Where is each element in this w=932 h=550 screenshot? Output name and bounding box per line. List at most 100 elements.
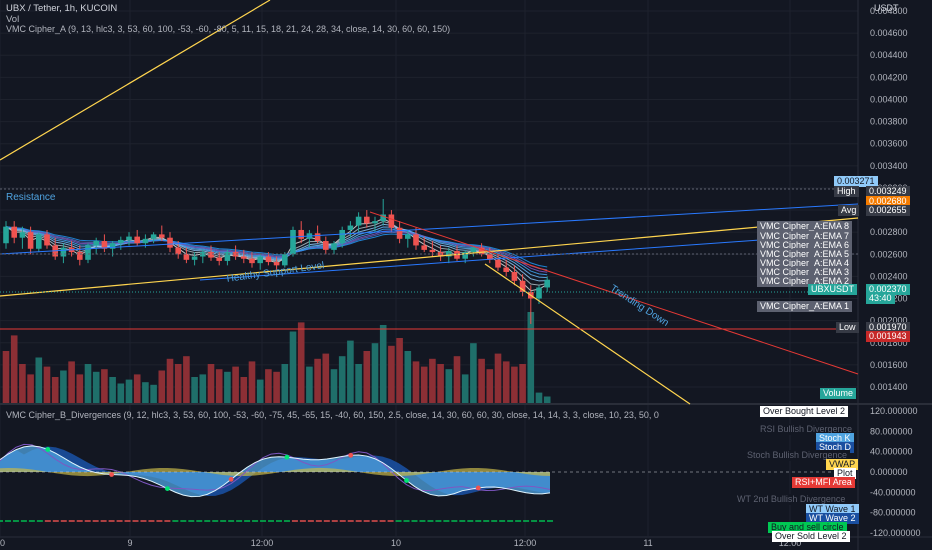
tag-volume: Volume — [820, 388, 857, 399]
chart-title: UBX / Tether, 1h, KUCOIN — [6, 3, 118, 14]
volume-bar — [379, 325, 387, 403]
tag-high: 0.003249 — [866, 186, 910, 197]
tag-wt2-bull: WT 2nd Bullish Divergence — [734, 494, 849, 505]
price-tick-label: 0.001400 — [870, 382, 908, 392]
signal-strip-segment — [4, 520, 11, 522]
signal-strip-segment — [491, 520, 498, 522]
tag-red-price: 0.001943 — [866, 331, 910, 342]
signal-strip-segment — [156, 520, 163, 522]
signal-strip-segment — [547, 520, 553, 522]
signal-strip-segment — [307, 520, 314, 522]
indicator-b-legend: VMC Cipher_B_Divergences (9, 12, hlc3, 3… — [6, 410, 659, 420]
blue-line-1 — [0, 203, 859, 255]
candle-body — [216, 257, 222, 261]
tag-ema3: VMC Cipher_A:EMA 3 — [757, 267, 853, 278]
price-tick-label: 0.004600 — [870, 28, 908, 38]
signal-strip-segment — [52, 520, 59, 522]
price-tick-label: 0.002400 — [870, 271, 908, 281]
candle-body — [93, 241, 99, 246]
volume-bar — [535, 392, 543, 403]
signal-strip-segment — [252, 520, 259, 522]
volume-bar — [68, 361, 75, 403]
volume-bar — [133, 374, 141, 403]
volume-bar — [347, 340, 354, 403]
candle-body — [405, 234, 411, 239]
signal-strip-segment — [244, 520, 251, 522]
price-tick-label: 0.002000 — [870, 316, 908, 326]
candle-body — [109, 243, 116, 249]
volume-bar — [363, 351, 371, 403]
signal-strip-segment — [499, 520, 506, 522]
indicator-a-legend: VMC Cipher_A (9, 13, hlc3, 3, 53, 60, 10… — [6, 24, 451, 34]
candle-body — [511, 271, 518, 281]
candle-body — [200, 252, 206, 257]
candle-body — [44, 234, 50, 246]
tag-wt1: WT Wave 1 — [806, 504, 859, 515]
candle-body — [27, 232, 34, 249]
tag-rsi-mfi: RSI+MFI Area — [792, 477, 855, 488]
price-tick-label: 0.004400 — [870, 50, 908, 60]
volume-bar — [117, 383, 125, 403]
osc-tick-label: 120.000000 — [870, 406, 918, 416]
volume-bar — [215, 369, 223, 403]
tag-ema7: VMC Cipher_A:EMA 7 — [757, 231, 853, 242]
signal-strip-segment — [283, 520, 290, 522]
volume-bar — [183, 356, 190, 403]
candle-body — [478, 247, 485, 255]
signal-strip-segment — [164, 520, 171, 522]
yellow-trendline-upper — [0, 0, 271, 161]
wt-cross-dot — [475, 485, 481, 491]
price-tick-label: 0.004200 — [870, 72, 908, 82]
signal-strip-segment — [355, 520, 362, 522]
osc-tick-label: 0.000000 — [870, 467, 908, 477]
volume-bar — [330, 369, 338, 403]
volume-bar — [519, 364, 526, 403]
candle-body — [60, 247, 67, 257]
price-tick-label: 0.003600 — [870, 139, 908, 149]
signal-strip-segment — [515, 520, 522, 522]
volume-bar — [420, 366, 428, 403]
volume-legend: Vol — [6, 14, 20, 25]
signal-strip-segment — [291, 520, 298, 522]
signal-strip-segment — [116, 520, 123, 522]
volume-bar — [125, 379, 133, 403]
candle-body — [331, 243, 337, 250]
volume-bar — [207, 364, 215, 403]
candle-body — [536, 287, 542, 299]
candle-body — [388, 214, 395, 228]
volume-bar — [453, 356, 461, 403]
candle-body — [208, 252, 214, 258]
price-tick-label: 0.001600 — [870, 360, 908, 370]
volume-bar — [486, 369, 494, 403]
candle-body — [290, 229, 296, 255]
signal-strip-segment — [180, 520, 187, 522]
yellow-trendline-support — [0, 217, 859, 297]
currency-label: USDT — [874, 3, 899, 13]
signal-strip-segment — [148, 520, 155, 522]
candle-body — [273, 262, 280, 266]
tag-oversold: Over Sold Level 2 — [772, 531, 850, 542]
signal-strip-segment — [108, 520, 115, 522]
volume-bar — [396, 338, 403, 403]
candle-body — [167, 237, 173, 248]
signal-strip-segment — [236, 520, 243, 522]
volume-bar — [502, 361, 510, 403]
signal-strip-segment — [132, 520, 139, 522]
tag-plot: Plot — [834, 468, 856, 479]
candle-body — [544, 279, 550, 288]
candle-body — [323, 241, 329, 250]
candle-body — [396, 227, 403, 239]
candle-body — [462, 252, 468, 259]
volume-bar — [289, 331, 297, 403]
signal-strip-segment — [323, 520, 330, 522]
tag-overbought: Over Bought Level 2 — [760, 406, 849, 417]
candle-body — [413, 234, 419, 246]
candle-body — [159, 234, 165, 238]
osc-tick-label: 80.000000 — [870, 426, 913, 436]
signal-strip-segment — [531, 520, 538, 522]
candle-body — [347, 225, 354, 230]
volume-bar — [494, 353, 502, 403]
signal-strip-segment — [60, 520, 67, 522]
price-tick-label: 0.003800 — [870, 117, 908, 127]
wt-cross-dot — [164, 486, 170, 491]
